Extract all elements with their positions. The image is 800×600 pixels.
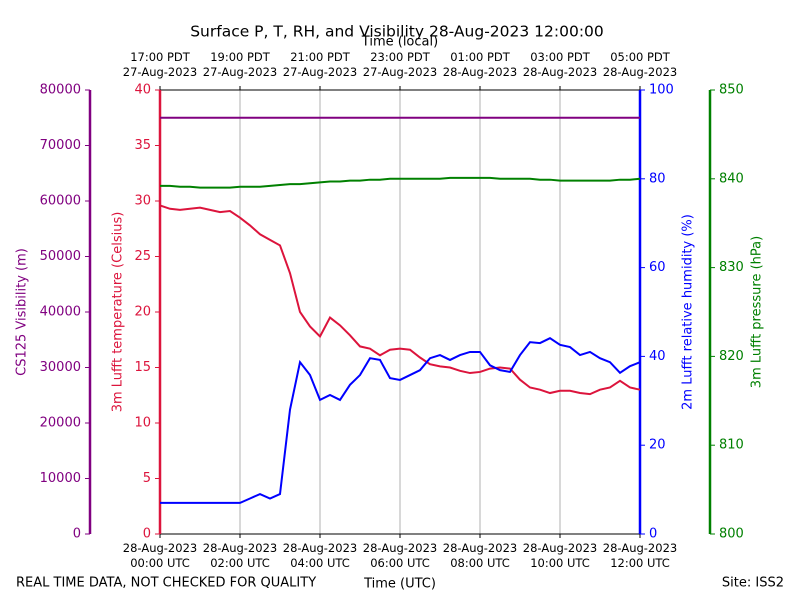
y-tick-label: 830: [719, 260, 744, 275]
y-tick-label: 80: [649, 171, 666, 186]
x2-tick-label: 05:00 PDT 28-Aug-2023: [602, 50, 678, 79]
y-tick-label: 10000: [40, 471, 81, 486]
y-tick-label: 100: [649, 83, 674, 98]
y-tick-label: 0: [649, 527, 657, 542]
x-axis-label: Time (UTC): [363, 577, 436, 592]
x2-tick-label: 01:00 PDT 28-Aug-2023: [442, 50, 518, 79]
series-line: [160, 176, 641, 189]
x-tick-label: 28-Aug-2023 08:00 UTC: [442, 541, 518, 570]
y-tick-label: 800: [719, 527, 744, 542]
y-axis-label: 3m Lufft temperature (Celsius): [111, 212, 126, 413]
y-axis-label: CS125 Visibility (m): [15, 248, 30, 376]
y-tick-label: 0: [73, 527, 81, 542]
y-tick-label: 820: [719, 349, 744, 364]
y-tick-label: 20000: [40, 416, 81, 431]
y-tick-label: 810: [719, 438, 744, 453]
y-tick-label: 0: [143, 527, 151, 542]
x2-tick-label: 23:00 PDT 27-Aug-2023: [362, 50, 438, 79]
y-tick-label: 25: [134, 249, 151, 264]
y-tick-label: 850: [719, 83, 744, 98]
x-tick-label: 28-Aug-2023 12:00 UTC: [602, 541, 678, 570]
site-label: Site: ISS2: [722, 576, 784, 591]
y-axis-label: 3m Lufft pressure (hPa): [750, 236, 765, 388]
y-tick-label: 5: [143, 471, 151, 486]
x-tick-label: 28-Aug-2023 06:00 UTC: [362, 541, 438, 570]
y-tick-label: 40000: [40, 305, 81, 320]
y-tick-label: 60000: [40, 194, 81, 209]
x2-tick-label: 17:00 PDT 27-Aug-2023: [122, 50, 198, 79]
y-tick-label: 80000: [40, 83, 81, 98]
x2-axis-label: Time (local): [361, 35, 438, 50]
series-line: [159, 204, 641, 396]
y-tick-label: 40: [134, 83, 151, 98]
y-tick-label: 840: [719, 171, 744, 186]
x-tick-label: 28-Aug-2023 10:00 UTC: [522, 541, 598, 570]
x-tick-label: 28-Aug-2023 00:00 UTC: [122, 541, 198, 570]
x2-tick-label: 21:00 PDT 27-Aug-2023: [282, 50, 358, 79]
x2-tick-label: 03:00 PDT 28-Aug-2023: [522, 50, 598, 79]
x-tick-label: 28-Aug-2023 02:00 UTC: [202, 541, 278, 570]
y-tick-label: 70000: [40, 138, 81, 153]
y-tick-label: 20: [649, 438, 666, 453]
y-tick-label: 15: [134, 360, 151, 375]
y-tick-label: 10: [134, 416, 151, 431]
y-tick-label: 50000: [40, 249, 81, 264]
y-axis-label: 2m Lufft relative humidity (%): [681, 214, 696, 410]
y-tick-label: 35: [134, 138, 151, 153]
x2-tick-label: 19:00 PDT 27-Aug-2023: [202, 50, 278, 79]
y-tick-label: 20: [134, 305, 151, 320]
y-tick-label: 60: [649, 260, 666, 275]
y-tick-label: 40: [649, 349, 666, 364]
y-tick-label: 30: [134, 194, 151, 209]
x-tick-label: 28-Aug-2023 04:00 UTC: [282, 541, 358, 570]
series-line: [160, 337, 641, 504]
y-tick-label: 30000: [40, 360, 81, 375]
chart-title: Surface P, T, RH, and Visibility 28-Aug-…: [190, 23, 604, 41]
footer-note: REAL TIME DATA, NOT CHECKED FOR QUALITY: [16, 576, 316, 591]
